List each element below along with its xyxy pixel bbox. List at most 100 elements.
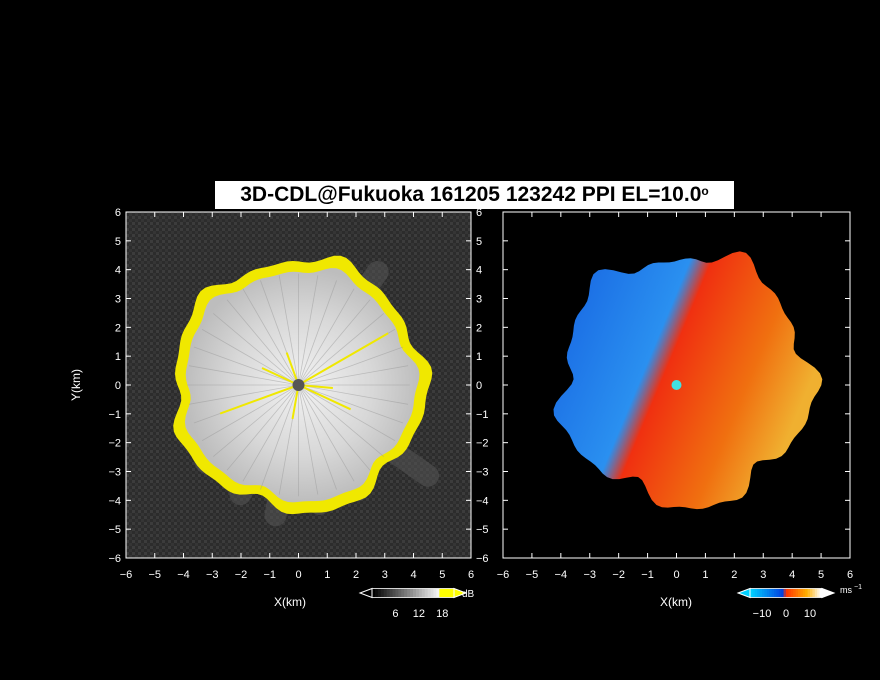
beam-line <box>188 384 299 405</box>
colorbar-cell <box>817 588 821 598</box>
colorbar-cell <box>802 588 806 598</box>
beam-line <box>298 299 371 386</box>
colorbar-cell <box>754 588 758 598</box>
colorbar-cell <box>448 588 452 598</box>
colorbar-cell <box>790 588 794 598</box>
y-tick-label: 5 <box>476 236 482 248</box>
colorbar-cell <box>786 588 789 598</box>
colorbar-cell <box>778 588 782 598</box>
y-tick-label: 4 <box>476 265 482 277</box>
colorbar-cell <box>401 588 405 598</box>
x-tick-label: −1 <box>641 569 654 581</box>
x-tick-label: 5 <box>439 569 445 581</box>
beam-line <box>226 299 299 386</box>
beam-line <box>298 288 355 386</box>
beam-line <box>242 288 299 386</box>
y-tick-label: −5 <box>476 524 489 536</box>
x-tick-label: −6 <box>497 569 510 581</box>
y-tick-label: 3 <box>476 294 482 306</box>
beam-line <box>298 384 384 457</box>
colorbar-cell <box>436 588 440 598</box>
beam-line <box>298 384 404 424</box>
beam-line <box>298 384 371 471</box>
beam-line <box>298 275 319 386</box>
echo-spike <box>298 332 389 386</box>
x-tick-label: −4 <box>177 569 190 581</box>
colorbar-cell <box>451 588 455 598</box>
colorbar-cell <box>430 588 434 598</box>
y-tick-label: 5 <box>115 236 121 248</box>
colorbar-cell <box>439 588 443 598</box>
y-tick-label: 2 <box>476 322 482 334</box>
colorbar-cell <box>407 588 411 598</box>
y-tick-label: −2 <box>108 438 121 450</box>
colorbar-cell <box>404 588 408 598</box>
y-tick-label: 2 <box>115 322 121 334</box>
x-tick-label: 0 <box>295 569 301 581</box>
colorbar-cell <box>421 588 426 598</box>
colorbar-tick-label: 18 <box>436 608 448 620</box>
y-tick-label: −2 <box>476 438 489 450</box>
y-axis-label: Y(km) <box>69 369 83 401</box>
x-axis-label: X(km) <box>660 595 692 609</box>
colorbar-cell <box>415 588 420 598</box>
colorbar-cell <box>766 588 770 598</box>
colorbar-frame <box>371 588 455 598</box>
reflectivity-panel: −6 −5 −4 −3 −2 −1 0 1 2 3 4 5 6−6 −6−5 −5−4 −4−3 −3−2 −2−… <box>69 207 489 609</box>
beam-line <box>213 384 299 457</box>
colorbar-tick-label: 6 <box>392 608 398 620</box>
y-tick-label: −6 <box>108 553 121 565</box>
colorbar-cell <box>410 588 414 598</box>
beam-line <box>298 384 409 405</box>
colorbar-cell <box>383 588 388 598</box>
x-tick-label: 3 <box>382 569 388 581</box>
x-tick-label: 2 <box>353 569 359 581</box>
colorbar-unit: dB <box>462 589 475 600</box>
colorbar-frame <box>749 588 823 598</box>
beam-line <box>298 280 337 386</box>
colorbar-tick-label: 12 <box>413 608 425 620</box>
colorbar-unit: ms <box>840 585 852 595</box>
beam-line <box>201 384 299 441</box>
colorbar-max-arrow <box>821 587 836 599</box>
colorbar-cell <box>442 588 446 598</box>
reflectivity-colorbar: 6 12 18 dB <box>358 587 475 620</box>
colorbar-tick-label: 10 <box>804 608 816 620</box>
echo-spike <box>261 367 299 386</box>
beam-line <box>278 275 299 386</box>
x-tick-label: −6 <box>120 569 133 581</box>
beam-line <box>226 384 299 471</box>
y-tick-label: 3 <box>115 294 121 306</box>
y-tick-label: −6 <box>476 553 489 565</box>
colorbar-cell <box>427 588 432 598</box>
y-tick-label: −4 <box>108 495 121 507</box>
beam-line <box>298 384 319 495</box>
x-tick-label: 4 <box>410 569 416 581</box>
colorbar-cell <box>374 588 379 598</box>
colorbar-cell <box>418 588 423 598</box>
colorbar-cell <box>774 588 777 598</box>
colorbar-cell <box>814 588 818 598</box>
x-tick-label: 2 <box>731 569 737 581</box>
colorbar-cell <box>769 588 773 598</box>
colorbar-tick-label: 0 <box>783 608 789 620</box>
y-tick-label: −3 <box>476 467 489 479</box>
x-tick-label: −5 <box>526 569 539 581</box>
y-tick-label: 6 <box>476 207 482 219</box>
x-tick-label: 5 <box>818 569 824 581</box>
x-tick-label: −2 <box>612 569 625 581</box>
velocity-colorbar: −10 0 10 ms −1 <box>736 584 862 620</box>
x-tick-label: 4 <box>789 569 795 581</box>
beam-line <box>193 346 299 386</box>
y-tick-label: −4 <box>476 495 489 507</box>
beam-line <box>298 384 355 482</box>
beam-line <box>298 384 396 441</box>
colorbar-cell <box>810 588 813 598</box>
chart-title: 3D-CDL@Fukuoka 161205 123242 PPI EL=10.0… <box>215 181 734 209</box>
y-tick-label: −5 <box>108 524 121 536</box>
beam-line <box>201 329 299 386</box>
x-tick-label: 1 <box>324 569 330 581</box>
x-tick-label: 1 <box>702 569 708 581</box>
colorbar-cell <box>762 588 765 598</box>
